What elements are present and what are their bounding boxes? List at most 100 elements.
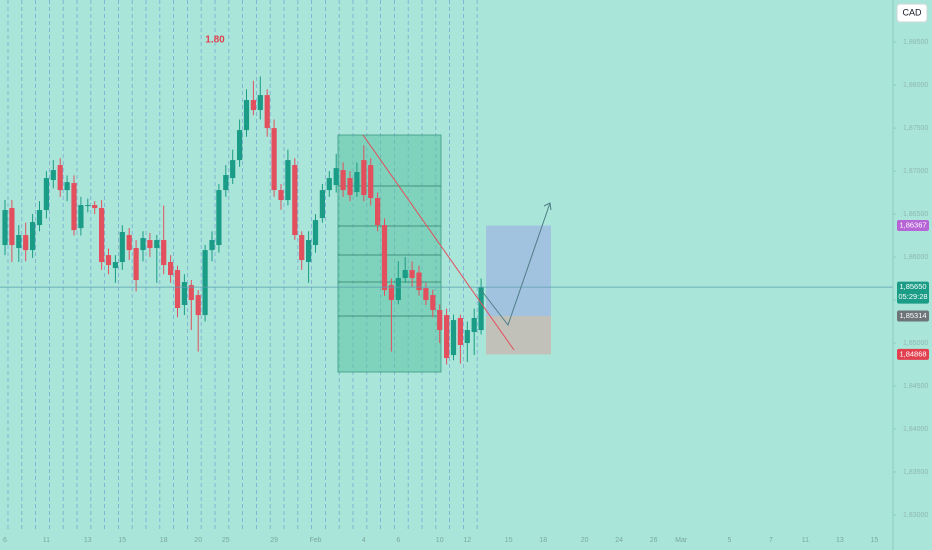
x-tick-label: Mar [675,537,688,544]
candle-body [333,168,339,186]
candle-body [285,160,291,201]
candle-body [92,205,98,209]
candle-body [105,255,112,266]
fib-box [337,134,442,373]
candle-body [30,222,36,251]
y-tick-label: 1,88500 [903,39,928,46]
candle-body [174,270,181,309]
y-tick-label: 1,86500 [903,211,928,218]
price-tag [897,219,929,231]
x-tick-label: 18 [160,537,168,544]
projection-arrow [543,202,552,211]
candle-body [99,208,105,263]
candle-body [375,198,381,226]
candle-body [457,318,463,345]
y-tick-label: 1,84000 [903,426,928,433]
profit-zone [486,225,551,317]
candle-body [326,178,332,191]
candle-body [223,175,229,191]
loss-zone [486,316,551,355]
candle-body [450,320,457,356]
candle-body [230,160,236,179]
x-tick-label: 20 [194,537,202,544]
trend-line [362,134,515,351]
projection-path [480,202,551,327]
x-tick-label: 26 [650,537,658,544]
candle-body [181,282,187,306]
candle-body [381,225,388,291]
candle-body [71,183,77,231]
candle-body [250,100,256,111]
y-tick-label: 1,87500 [903,125,928,132]
overlays [0,225,893,355]
candle-body [126,235,132,251]
y-tick-label: 1,83000 [903,512,928,519]
candle-body [319,190,325,219]
candle-body [243,100,250,131]
candle-body [23,235,29,251]
currency: CAD [902,7,922,17]
price-tag-label: 1,84868 [899,349,926,358]
countdown: 05:29:28 [898,292,927,301]
candle-body [168,262,174,276]
x-tick-label: 13 [84,537,92,544]
candle-body [416,272,422,291]
candle-body [202,250,208,316]
candle-body [9,208,15,246]
x-tick-label: 15 [505,537,513,544]
x-tick-label: 5 [728,537,732,544]
candle-body [409,270,415,279]
candle-body [388,285,394,301]
candle-body [292,165,298,236]
candle-body [112,262,118,269]
candle-body [361,160,367,196]
price-tag-label: 1,85650 [899,282,926,291]
price-tag [897,348,929,360]
x-tick-label: Feb [309,537,321,544]
x-tick-label: 6 [3,537,7,544]
candle-body [133,248,139,281]
axes: 1,88500 1,88000 1,87500 1,87000 1,86500 1,860… [3,39,929,544]
x-tick-label: 11 [802,537,809,544]
x-tick-label: 15 [118,537,126,544]
price-tag [897,310,929,322]
candle-body [119,232,125,263]
x-tick-label: 15 [871,537,879,544]
x-tick-label: 29 [270,537,278,544]
candle-body [216,190,222,246]
candles [2,76,484,365]
candle-body [43,178,49,211]
candle-body [57,165,63,191]
candle-body [85,205,91,207]
candle-body [78,205,84,229]
candle-body [16,235,22,249]
candle-body [437,310,443,331]
candle-body [478,287,484,331]
y-tick-label: 1,86000 [903,254,928,261]
x-tick-label: 10 [436,537,444,544]
candle-body [354,172,360,193]
x-tick-label: 4 [362,537,366,544]
annotation: 1.80 [205,35,225,46]
candle-body [2,210,8,246]
candle-body [140,238,146,251]
y-tick-label: 1,88000 [903,82,928,89]
x-tick-label: 24 [615,537,623,544]
candle-body [161,240,167,266]
candle-body [368,165,374,199]
candle-body [36,210,43,226]
x-tick-label: 18 [539,537,547,544]
y-tick-label: 1,87000 [903,168,928,175]
price-tag-label: 1,85314 [899,311,926,320]
candle-body [464,330,470,344]
y-tick-label: 1,85000 [903,340,928,347]
x-tick-label: 25 [222,537,230,544]
candle-body [347,178,353,196]
candle-body [278,190,284,201]
candle-body [306,240,312,263]
candle-body [195,295,201,316]
candle-body [237,130,243,161]
candle-body [430,295,436,311]
candle-body [147,240,153,249]
